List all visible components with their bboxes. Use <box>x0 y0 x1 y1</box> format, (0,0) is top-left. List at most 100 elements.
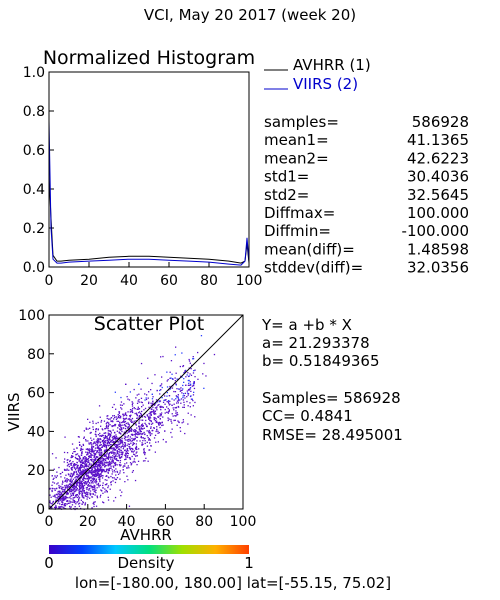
scatter-point <box>128 429 130 431</box>
scatter-point <box>174 407 176 409</box>
scatter-point <box>186 400 188 403</box>
scatter-point <box>150 427 152 429</box>
scatter-point <box>118 425 120 427</box>
scatter-point <box>154 434 157 436</box>
scatter-point <box>192 356 194 358</box>
scatter-point <box>180 402 182 404</box>
scatter-point <box>131 447 133 450</box>
scatter-point <box>66 479 68 481</box>
scatter-point <box>102 482 104 484</box>
scatter-point <box>173 409 175 411</box>
scatter-point <box>181 389 183 391</box>
scatter-point <box>95 428 97 430</box>
scatter-point <box>104 437 107 439</box>
scatter-point <box>192 394 195 396</box>
scatter-point <box>125 414 127 416</box>
scatter-point <box>106 462 108 464</box>
scatter-point <box>187 423 189 425</box>
scatter-point <box>90 452 92 455</box>
scatter-point <box>120 427 122 429</box>
scatter-point <box>119 439 122 441</box>
scatter-point <box>119 417 122 419</box>
scatter-point <box>181 352 183 354</box>
scatter-point <box>97 467 99 469</box>
scatter-point <box>133 460 135 462</box>
scatter-point <box>106 453 108 455</box>
scatter-point <box>96 444 99 446</box>
scatter-point <box>86 476 88 478</box>
scatter-point <box>91 496 93 498</box>
scatter-point <box>115 416 117 418</box>
scatter-point <box>83 430 85 432</box>
scatter-point <box>106 437 108 439</box>
scatter-point <box>91 439 93 441</box>
scatter-point <box>95 466 97 468</box>
scatter-point <box>127 418 129 420</box>
scatter-point <box>65 495 67 498</box>
density-colorbar <box>49 545 249 554</box>
scatter-point <box>91 450 94 452</box>
scatter-point <box>73 451 75 453</box>
scatter-point <box>192 405 194 407</box>
scatter-point <box>70 498 72 500</box>
scatter-point <box>120 429 122 431</box>
scatter-point <box>49 500 51 502</box>
scatter-point <box>128 426 130 428</box>
scatter-point <box>89 482 91 484</box>
scatter-point <box>92 493 94 495</box>
scatter-point <box>132 448 134 451</box>
scatter-point <box>130 464 132 466</box>
scatter-point <box>115 474 117 476</box>
scatter-point <box>153 412 155 414</box>
scatter-point <box>84 502 87 504</box>
scatter-point <box>131 411 133 413</box>
scatter-point <box>74 500 76 503</box>
scatter-point <box>166 395 168 397</box>
scatter-point <box>107 426 109 428</box>
scatter-point <box>84 463 86 466</box>
scatter-point <box>129 462 132 464</box>
scatter-point <box>148 418 150 420</box>
scatter-point <box>140 413 142 415</box>
scatter-point <box>194 416 196 418</box>
scatter-point <box>100 421 102 423</box>
scatter-point <box>55 493 58 495</box>
scatter-point <box>148 438 150 440</box>
scatter-point <box>148 418 150 420</box>
scatter-point <box>61 503 64 506</box>
scatter-point <box>127 443 129 445</box>
scatter-point <box>97 434 100 436</box>
scatter-point <box>152 400 154 402</box>
scatter-point <box>153 416 155 419</box>
scatter-point <box>76 473 78 475</box>
scatter-point <box>126 448 128 450</box>
scatter-point <box>132 439 135 441</box>
scatter-point <box>82 443 84 446</box>
scatter-point <box>135 443 137 445</box>
scatter-point <box>61 471 64 473</box>
scatter-point <box>70 463 72 465</box>
scatter-point <box>73 448 75 450</box>
scatter-point <box>133 442 135 445</box>
scatter-point <box>117 438 119 440</box>
scatter-point <box>122 417 125 419</box>
scatter-point <box>113 435 116 437</box>
scatter-point <box>109 438 111 441</box>
scatter-point <box>125 429 128 432</box>
scatter-point <box>72 465 74 467</box>
scatter-point <box>96 439 99 442</box>
scatter-point <box>104 442 107 444</box>
scatter-point <box>68 465 70 468</box>
scatter-point <box>145 424 147 426</box>
scatter-point <box>69 490 71 492</box>
scatter-point <box>64 479 67 481</box>
scatter-point <box>119 457 121 459</box>
scatter-point <box>92 420 94 422</box>
scatter-point <box>182 421 185 423</box>
scatter-point <box>110 481 112 483</box>
scatter-point <box>113 456 115 458</box>
scatter-point <box>97 482 100 485</box>
scatter-point <box>76 501 78 503</box>
scatter-point <box>119 451 121 453</box>
scatter-point <box>129 409 132 411</box>
